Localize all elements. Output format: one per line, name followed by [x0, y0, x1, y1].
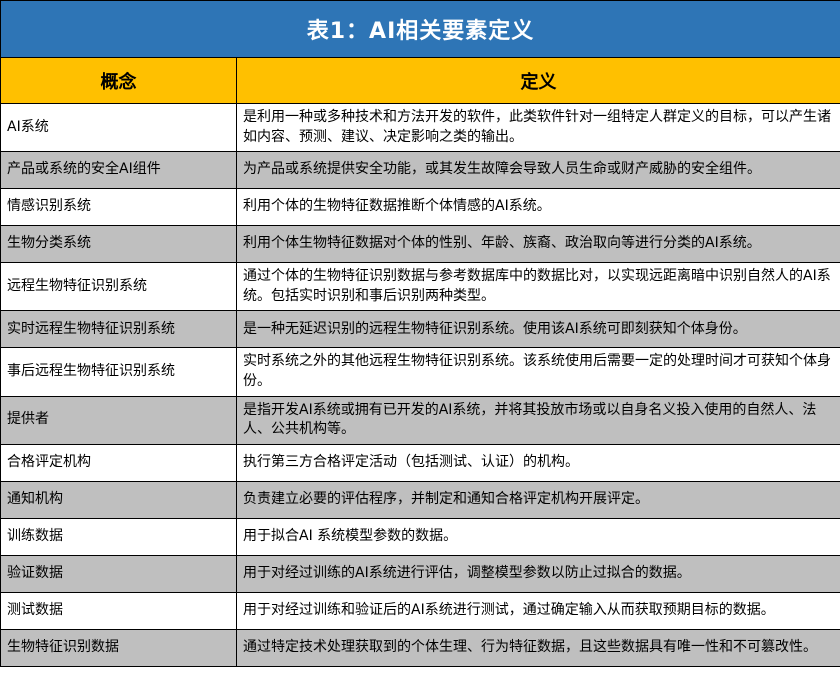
concept-cell: 合格评定机构	[0, 443, 237, 482]
definition-cell: 用于对经过训练和验证后的AI系统进行测试，通过确定输入从而获取预期目标的数据。	[236, 591, 840, 630]
column-header-definition: 定义	[236, 57, 840, 104]
table-body: AI系统 是利用一种或多种技术和方法开发的软件，此类软件针对一组特定人群定义的目标…	[0, 102, 840, 667]
table-title: 表1：AI相关要素定义	[0, 0, 840, 58]
concept-cell: 产品或系统的安全AI组件	[0, 151, 237, 190]
document-page: 表1：AI相关要素定义 概念 定义 AI系统 是利用一种或多种技术和方法开发的软件…	[0, 0, 840, 667]
column-header-concept: 概念	[0, 57, 237, 104]
concept-cell: 提供者	[0, 395, 237, 445]
table-row: 实时远程生物特征识别系统 是一种无延迟识别的远程生物特征识别系统。使用该AI系统可…	[0, 310, 840, 349]
table-title-row: 表1：AI相关要素定义	[0, 0, 840, 58]
definition-cell: 实时系统之外的其他远程生物特征识别系统。该系统使用后需要一定的处理时间才可获知个…	[236, 347, 840, 397]
table-row: 远程生物特征识别系统 通过个体的生物特征识别数据与参考数据库中的数据比对，以实现远…	[0, 262, 840, 312]
table-row: 训练数据 用于拟合AI 系统模型参数的数据。	[0, 517, 840, 556]
table-row: 情感识别系统 利用个体的生物特征数据推断个体情感的AI系统。	[0, 188, 840, 227]
definition-table: 表1：AI相关要素定义 概念 定义 AI系统 是利用一种或多种技术和方法开发的软件…	[0, 0, 840, 667]
concept-cell: 情感识别系统	[0, 188, 237, 227]
definition-cell: 用于拟合AI 系统模型参数的数据。	[236, 517, 840, 556]
table-row: 测试数据 用于对经过训练和验证后的AI系统进行测试，通过确定输入从而获取预期目标的…	[0, 591, 840, 630]
concept-cell: 远程生物特征识别系统	[0, 262, 237, 312]
table-row: 验证数据 用于对经过训练的AI系统进行评估，调整模型参数以防止过拟合的数据。	[0, 554, 840, 593]
table-header-row: 概念 定义	[0, 57, 840, 104]
table-row: 产品或系统的安全AI组件 为产品或系统提供安全功能，或其发生故障会导致人员生命或财…	[0, 151, 840, 190]
table-row: 生物特征识别数据 通过特定技术处理获取到的个体生理、行为特征数据，且这些数据具有唯…	[0, 628, 840, 667]
concept-cell: 通知机构	[0, 480, 237, 519]
definition-cell: 执行第三方合格评定活动（包括测试、认证）的机构。	[236, 443, 840, 482]
definition-cell: 通过个体的生物特征识别数据与参考数据库中的数据比对，以实现远距离暗中识别自然人的…	[236, 262, 840, 312]
table-row: 提供者 是指开发AI系统或拥有已开发的AI系统，并将其投放市场或以自身名义投入使用…	[0, 395, 840, 445]
definition-cell: 是一种无延迟识别的远程生物特征识别系统。使用该AI系统可即刻获知个体身份。	[236, 310, 840, 349]
definition-cell: 负责建立必要的评估程序，并制定和通知合格评定机构开展评定。	[236, 480, 840, 519]
table-row: 生物分类系统 利用个体生物特征数据对个体的性别、年龄、族裔、政治取向等进行分类的A…	[0, 225, 840, 264]
definition-cell: 是利用一种或多种技术和方法开发的软件，此类软件针对一组特定人群定义的目标，可以产…	[236, 102, 840, 153]
table-row: AI系统 是利用一种或多种技术和方法开发的软件，此类软件针对一组特定人群定义的目标…	[0, 102, 840, 153]
definition-cell: 利用个体的生物特征数据推断个体情感的AI系统。	[236, 188, 840, 227]
concept-cell: 生物分类系统	[0, 225, 237, 264]
concept-cell: 训练数据	[0, 517, 237, 556]
concept-cell: 实时远程生物特征识别系统	[0, 310, 237, 349]
table-row: 事后远程生物特征识别系统 实时系统之外的其他远程生物特征识别系统。该系统使用后需要…	[0, 347, 840, 397]
concept-cell: 测试数据	[0, 591, 237, 630]
table-row: 合格评定机构 执行第三方合格评定活动（包括测试、认证）的机构。	[0, 443, 840, 482]
definition-cell: 用于对经过训练的AI系统进行评估，调整模型参数以防止过拟合的数据。	[236, 554, 840, 593]
definition-cell: 是指开发AI系统或拥有已开发的AI系统，并将其投放市场或以自身名义投入使用的自然…	[236, 395, 840, 445]
concept-cell: AI系统	[0, 102, 237, 153]
definition-cell: 利用个体生物特征数据对个体的性别、年龄、族裔、政治取向等进行分类的AI系统。	[236, 225, 840, 264]
definition-cell: 通过特定技术处理获取到的个体生理、行为特征数据，且这些数据具有唯一性和不可篡改性…	[236, 628, 840, 667]
definition-cell: 为产品或系统提供安全功能，或其发生故障会导致人员生命或财产威胁的安全组件。	[236, 151, 840, 190]
concept-cell: 生物特征识别数据	[0, 628, 237, 667]
table-row: 通知机构 负责建立必要的评估程序，并制定和通知合格评定机构开展评定。	[0, 480, 840, 519]
concept-cell: 事后远程生物特征识别系统	[0, 347, 237, 397]
concept-cell: 验证数据	[0, 554, 237, 593]
